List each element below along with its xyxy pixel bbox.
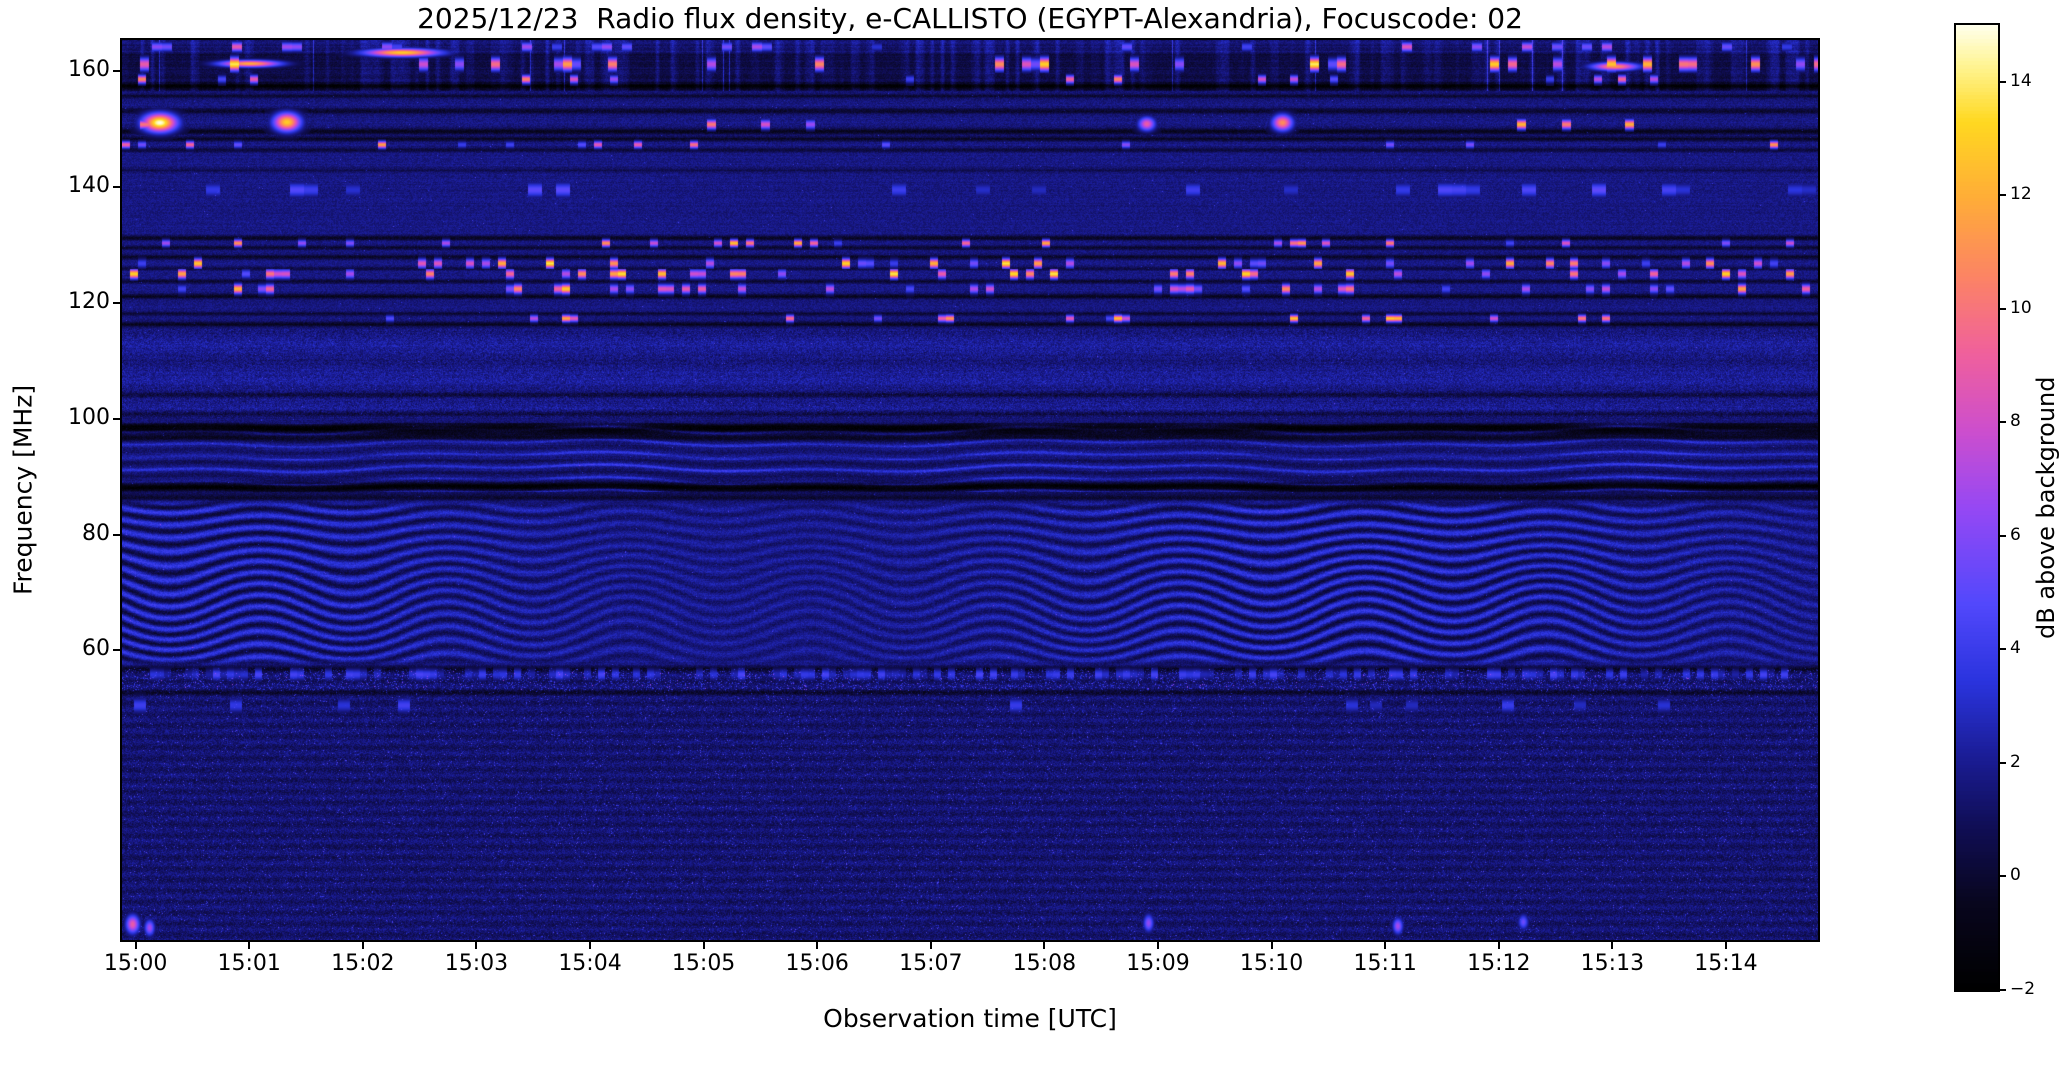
x-tick-mark — [816, 941, 819, 949]
plot-frame — [120, 38, 1820, 942]
colorbar-tick-label: 2 — [2010, 751, 2021, 772]
y-tick-label: 140 — [68, 173, 110, 199]
y-tick-label: 120 — [68, 288, 110, 314]
colorbar-tick-label: 14 — [2010, 70, 2032, 91]
colorbar-tick-mark — [1999, 875, 2006, 878]
colorbar-tick-mark — [1999, 648, 2006, 651]
colorbar-tick-label: 4 — [2010, 638, 2021, 659]
x-tick-label: 15:14 — [1694, 951, 1758, 976]
x-tick-label: 15:06 — [785, 951, 849, 976]
y-tick-mark — [113, 649, 121, 652]
colorbar-tick-mark — [1999, 307, 2006, 310]
x-tick-mark — [361, 941, 364, 949]
x-tick-mark — [248, 941, 251, 949]
y-tick-mark — [113, 301, 121, 304]
colorbar-tick-mark — [1999, 989, 2006, 991]
x-tick-mark — [134, 941, 137, 949]
colorbar-tick-mark — [1999, 80, 2006, 83]
x-tick-mark — [1270, 941, 1273, 949]
colorbar-tick-label: 10 — [2010, 297, 2032, 318]
x-tick-mark — [589, 941, 592, 949]
x-tick-mark — [1043, 941, 1046, 949]
spectrogram-heatmap — [122, 40, 1818, 940]
colorbar-label: dB above background — [2032, 376, 2060, 639]
plot-title: 2025/12/23 Radio flux density, e-CALLIST… — [417, 2, 1523, 35]
y-tick-label: 100 — [68, 404, 110, 430]
x-tick-label: 15:10 — [1239, 951, 1304, 976]
x-tick-mark — [1724, 941, 1727, 949]
x-tick-mark — [475, 941, 478, 949]
x-tick-label: 15:13 — [1580, 951, 1645, 976]
x-tick-label: 15:01 — [217, 951, 281, 976]
x-tick-label: 15:05 — [671, 951, 736, 976]
y-tick-label: 60 — [82, 636, 110, 662]
colorbar-tick-mark — [1999, 534, 2006, 537]
y-tick-label: 80 — [82, 520, 110, 546]
x-tick-label: 15:08 — [1012, 951, 1077, 976]
x-tick-label: 15:12 — [1467, 951, 1531, 976]
x-tick-label: 15:11 — [1353, 951, 1417, 976]
y-tick-mark — [113, 533, 121, 536]
colorbar-tick-label: −2 — [2010, 979, 2036, 999]
x-tick-label: 15:09 — [1126, 951, 1190, 976]
y-tick-mark — [113, 186, 121, 189]
colorbar-tick-label: 8 — [2010, 411, 2021, 432]
colorbar-tick-label: 0 — [2010, 865, 2021, 886]
y-tick-mark — [113, 70, 121, 73]
colorbar-gradient — [1956, 25, 1998, 990]
x-tick-label: 15:07 — [899, 951, 963, 976]
y-tick-mark — [113, 417, 121, 420]
x-axis-label: Observation time [UTC] — [823, 1004, 1117, 1033]
y-tick-label: 160 — [68, 57, 110, 83]
colorbar-frame — [1954, 23, 2000, 992]
colorbar-tick-label: 12 — [2010, 184, 2032, 205]
x-tick-label: 15:02 — [331, 951, 395, 976]
x-tick-mark — [702, 941, 705, 949]
colorbar-tick-mark — [1999, 761, 2006, 764]
x-tick-label: 15:03 — [444, 951, 509, 976]
x-tick-label: 15:00 — [103, 951, 168, 976]
x-tick-label: 15:04 — [558, 951, 622, 976]
colorbar-tick-mark — [1999, 421, 2006, 424]
x-tick-mark — [929, 941, 932, 949]
x-tick-mark — [1611, 941, 1614, 949]
colorbar-tick-label: 6 — [2010, 524, 2021, 545]
x-tick-mark — [1157, 941, 1159, 949]
colorbar-tick-mark — [1999, 194, 2006, 197]
x-tick-mark — [1384, 941, 1387, 949]
x-tick-mark — [1497, 941, 1500, 949]
